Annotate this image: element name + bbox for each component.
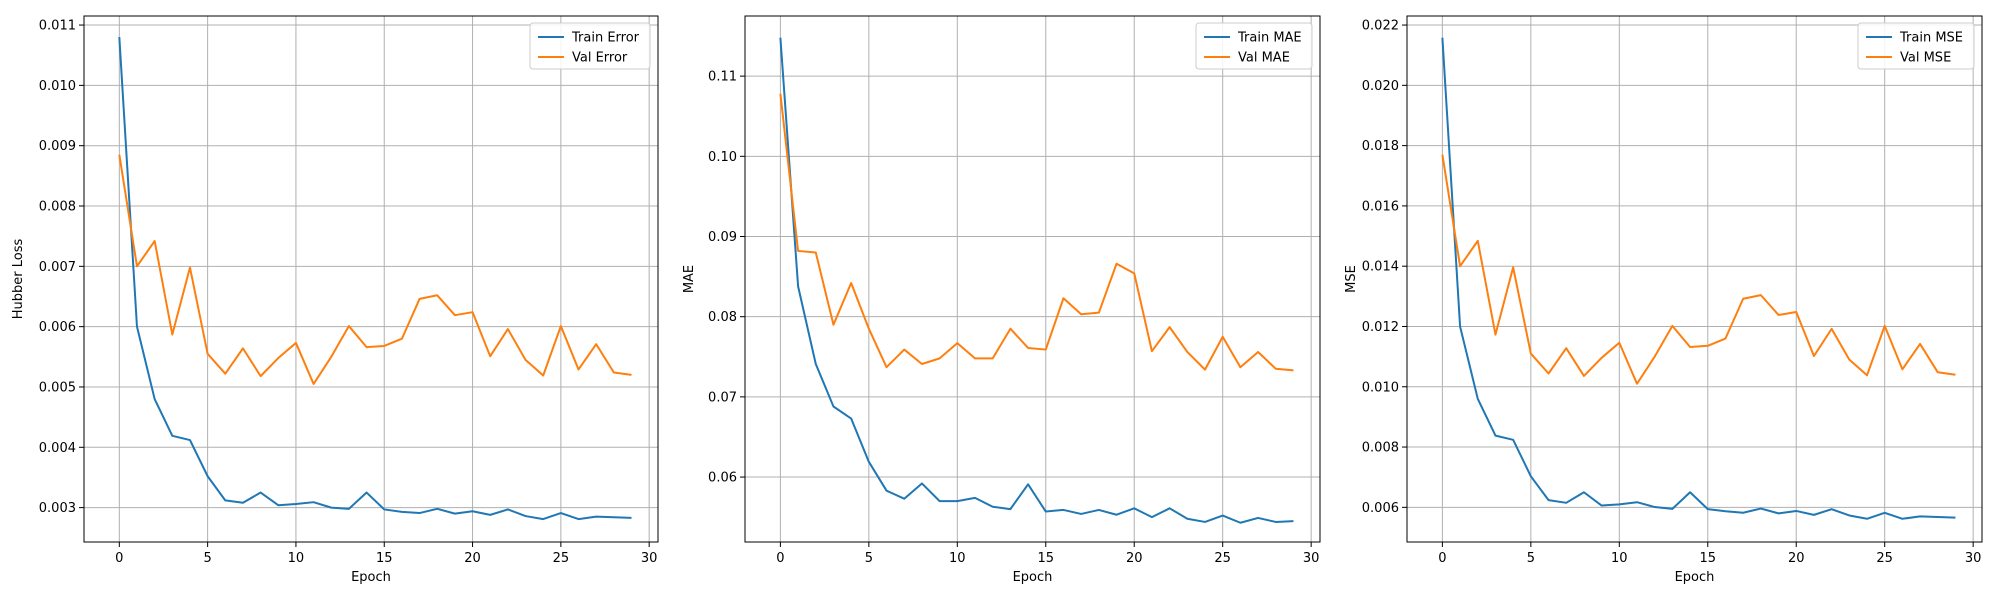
x-tick-label: 25 — [553, 551, 570, 566]
y-tick-label: 0.018 — [1362, 139, 1399, 154]
series-line-train-error — [118, 37, 632, 521]
y-axis-label: Hubber Loss — [11, 239, 26, 320]
chart-panel-hubber-loss: 0 5 10 15 20 25 30 0.003 0.004 0.005 0.006 0.007 0.0… — [11, 15, 659, 585]
x-tick-label: 30 — [1965, 551, 1982, 566]
chart-panel-mse: 0 5 10 15 20 25 30 0.006 0.008 0.010 0.012 0.014 0.0… — [1344, 15, 1983, 585]
y-tick-label: 0.07 — [708, 390, 737, 405]
legend-label: Val MAE — [1238, 51, 1290, 66]
series-line-val-mse — [1441, 154, 1956, 385]
y-tick-label: 0.010 — [1362, 380, 1399, 395]
x-tick-label: 0 — [1438, 551, 1446, 566]
series-line-val-error — [118, 154, 632, 385]
x-axis-label: Epoch — [1013, 570, 1053, 585]
x-axis-label: Epoch — [1675, 570, 1715, 585]
series-line-val-mae — [779, 93, 1294, 372]
x-tick-label: 0 — [115, 551, 123, 566]
y-tick-label: 0.006 — [39, 320, 76, 335]
plot-frame — [744, 15, 1321, 543]
y-tick-label: 0.004 — [39, 441, 76, 456]
x-tick-label: 15 — [376, 551, 393, 566]
y-tick-label: 0.007 — [39, 260, 76, 275]
y-tick-label: 0.009 — [39, 139, 76, 154]
x-tick-label: 5 — [1527, 551, 1535, 566]
x-tick-label: 0 — [776, 551, 784, 566]
y-tick-label: 0.022 — [1362, 19, 1399, 34]
series-line-train-mae — [779, 37, 1294, 524]
legend-label: Val Error — [572, 51, 628, 66]
y-tick-label: 0.011 — [39, 19, 76, 34]
y-tick-label: 0.10 — [708, 150, 737, 165]
x-tick-label: 5 — [865, 551, 873, 566]
y-tick-label: 0.020 — [1362, 79, 1399, 94]
x-tick-label: 30 — [1303, 551, 1320, 566]
y-tick-label: 0.012 — [1362, 320, 1399, 335]
legend-label: Train MSE — [1899, 31, 1963, 46]
legend-label: Train Error — [571, 31, 640, 46]
y-tick-label: 0.006 — [1362, 501, 1399, 516]
y-axis-label: MSE — [1344, 265, 1359, 293]
y-tick-label: 0.005 — [39, 380, 76, 395]
x-tick-label: 15 — [1037, 551, 1054, 566]
plot-frame — [83, 15, 659, 543]
legend-label: Train MAE — [1237, 31, 1302, 46]
y-tick-label: 0.08 — [708, 310, 737, 325]
x-tick-label: 10 — [1611, 551, 1628, 566]
y-tick-label: 0.06 — [708, 471, 737, 486]
chart-panel-mae: 0 5 10 15 20 25 30 0.06 0.07 0.08 0.09 0.10 0.11 Epoc… — [682, 15, 1321, 585]
y-tick-label: 0.09 — [708, 230, 737, 245]
legend: Train MSE Val MSE — [1857, 22, 1975, 70]
series-line-train-mse — [1441, 37, 1956, 520]
y-tick-label: 0.003 — [39, 501, 76, 516]
y-tick-label: 0.008 — [39, 200, 76, 215]
x-tick-label: 25 — [1876, 551, 1893, 566]
y-tick-label: 0.008 — [1362, 441, 1399, 456]
legend-label: Val MSE — [1900, 51, 1951, 66]
legend: Train MAE Val MAE — [1195, 22, 1313, 70]
y-tick-label: 0.11 — [708, 70, 737, 85]
plot-frame — [1406, 15, 1983, 543]
x-tick-label: 15 — [1699, 551, 1716, 566]
legend: Train Error Val Error — [529, 22, 651, 70]
x-tick-label: 5 — [203, 551, 211, 566]
y-tick-label: 0.010 — [39, 79, 76, 94]
x-tick-label: 10 — [288, 551, 305, 566]
x-tick-label: 10 — [949, 551, 966, 566]
x-tick-label: 20 — [1126, 551, 1143, 566]
x-tick-label: 30 — [641, 551, 658, 566]
y-tick-label: 0.014 — [1362, 260, 1399, 275]
x-axis-label: Epoch — [351, 570, 391, 585]
x-tick-label: 20 — [1788, 551, 1805, 566]
y-tick-label: 0.016 — [1362, 199, 1399, 214]
y-axis-label: MAE — [682, 265, 697, 293]
x-tick-label: 25 — [1214, 551, 1231, 566]
x-tick-label: 20 — [464, 551, 481, 566]
